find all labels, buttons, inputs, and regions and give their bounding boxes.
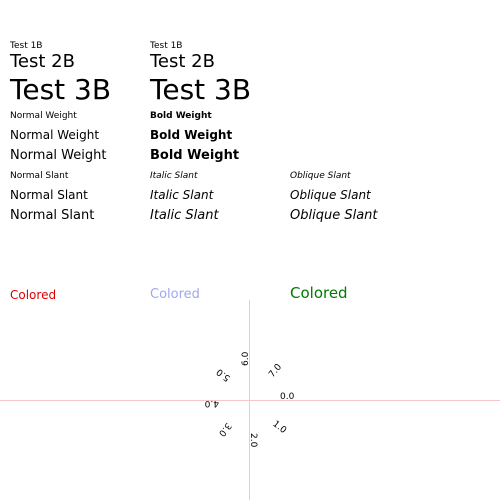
rotated-label-7: 7.0: [267, 362, 285, 380]
rotated-label-4: 4.0: [204, 398, 219, 408]
size-test-1-col2: Test 1B: [150, 41, 183, 51]
slant-normal-large: Normal Slant: [10, 208, 95, 223]
slant-oblique-medium: Oblique Slant: [290, 188, 371, 202]
slant-italic-medium: Italic Slant: [150, 188, 214, 202]
size-test-2-col2: Test 2B: [150, 51, 215, 72]
slant-oblique-large: Oblique Slant: [290, 208, 378, 223]
slant-italic-large: Italic Slant: [150, 208, 219, 223]
weight-normal-medium: Normal Weight: [10, 128, 100, 142]
size-test-3-col1: Test 3B: [10, 73, 112, 106]
vertical-guide-line: [249, 300, 250, 500]
size-test-2-col1: Test 2B: [10, 51, 75, 72]
slant-oblique-small: Oblique Slant: [290, 171, 351, 181]
slant-normal-medium: Normal Slant: [10, 188, 88, 202]
rotated-label-0: 0.0: [280, 392, 295, 402]
rotated-label-3: 3.0: [216, 420, 233, 438]
size-test-3-col2: Test 3B: [150, 73, 252, 106]
colored-red: Colored: [10, 288, 57, 302]
weight-bold-small: Bold Weight: [150, 111, 212, 121]
colored-green: Colored: [290, 284, 348, 302]
weight-normal-large: Normal Weight: [10, 148, 107, 163]
slant-italic-small: Italic Slant: [150, 171, 198, 181]
weight-normal-small: Normal Weight: [10, 111, 77, 121]
rotated-label-1: 1.0: [270, 419, 288, 436]
slant-normal-small: Normal Slant: [10, 171, 69, 181]
size-test-1-col1: Test 1B: [10, 41, 43, 51]
weight-bold-medium: Bold Weight: [150, 128, 233, 142]
colored-lavender: Colored: [150, 287, 200, 302]
rotated-label-2: 2.0: [248, 433, 258, 448]
rotated-label-5: 5.0: [215, 366, 233, 383]
weight-bold-large: Bold Weight: [150, 148, 240, 163]
horizontal-guide-line: [0, 400, 500, 401]
rotated-label-6: 6.0: [241, 351, 251, 366]
